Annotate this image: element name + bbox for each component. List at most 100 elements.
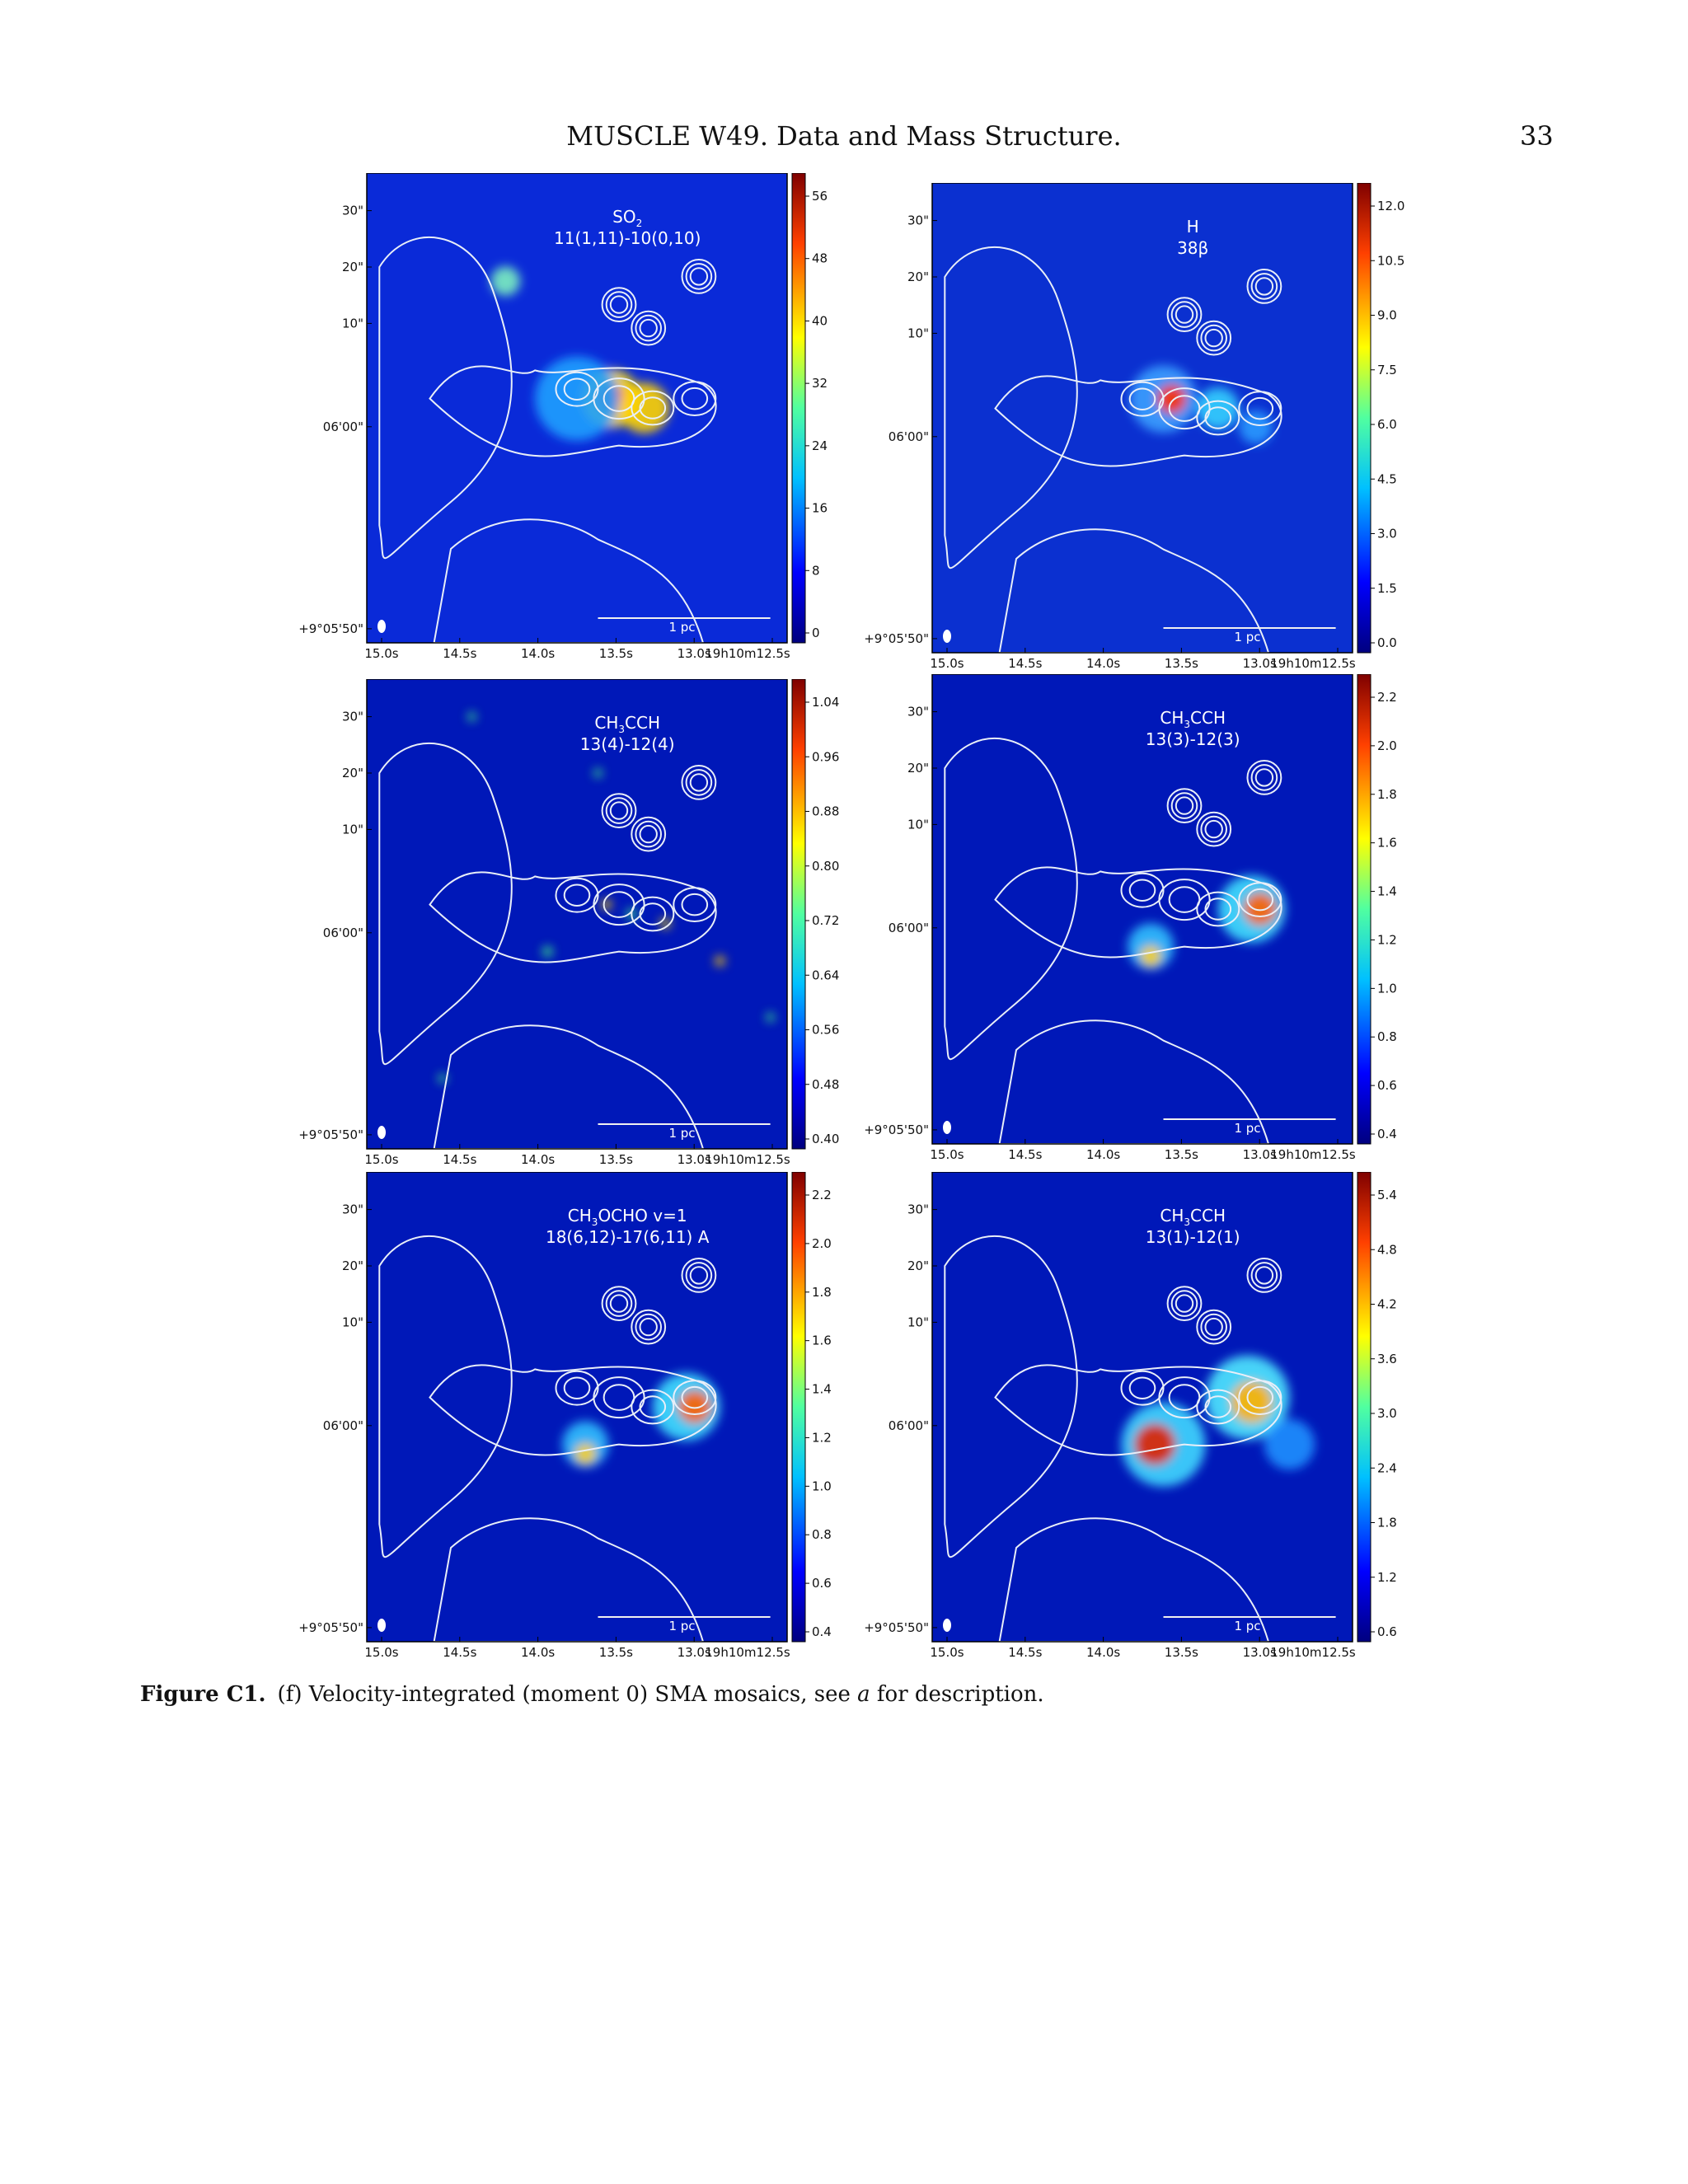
ra-tick-label: 13.0s: [678, 646, 711, 661]
transition-species: CH3CCH: [1160, 1206, 1226, 1228]
ra-tick-label: 13.0s: [678, 1152, 711, 1167]
ra-tick-label: 14.5s: [443, 1152, 476, 1167]
beam-ellipse: [377, 1126, 386, 1139]
colorbar-tick-label: 1.6: [1377, 836, 1397, 851]
colorbar-tick-label: 0.80: [812, 859, 839, 874]
colorbar-tick-label: 7.5: [1377, 363, 1397, 377]
beam-ellipse: [943, 630, 951, 643]
ra-tick-label: 14.5s: [1008, 1645, 1042, 1660]
colorbar-tick-label: 1.5: [1377, 581, 1397, 596]
colorbar-tick-label: 2.2: [1377, 690, 1397, 705]
dec-tick-label: 20": [907, 1258, 929, 1273]
ra-tick-label: 13.5s: [599, 1645, 633, 1660]
emission-peaks: [1121, 1355, 1315, 1487]
colorbar-tick-label: 0.72: [812, 913, 839, 928]
ra-tick-label: 19h10m12.5s: [705, 1645, 790, 1660]
colorbar-tick-label: 3.0: [1377, 1406, 1397, 1421]
scale-bar-label: 1 pc: [1234, 1121, 1260, 1136]
page-number: 33: [1520, 120, 1554, 152]
scale-bar-label: 1 pc: [1234, 630, 1260, 644]
colorbar-tick-label: 16: [812, 501, 828, 516]
transition-quantum-numbers: 13(4)-12(4): [580, 734, 675, 754]
map-panel-4: 1 pc CH3CCH 13(3)-12(3) 2.2 2.0 1.8 1.6 1.4 1.2 1…: [862, 673, 1439, 1172]
contours: [378, 1235, 717, 1643]
contours: [378, 237, 717, 644]
dec-tick-label: 30": [342, 204, 363, 218]
map-panel-svg: 1 pcSO211(1,11)-10(0,10)5648403224168015…: [298, 172, 828, 661]
dec-tick-label: 06'00": [323, 1418, 363, 1433]
colorbar: [791, 1171, 806, 1643]
ra-tick-label: 13.5s: [1165, 656, 1198, 671]
emission-peaks: [490, 266, 670, 441]
beam-ellipse: [377, 620, 386, 633]
ra-tick-label: 14.0s: [521, 646, 555, 661]
colorbar-tick-label: 8: [812, 563, 820, 578]
colorbar-tick-label: 0.96: [812, 749, 839, 764]
dec-tick-label: +9°05'50": [864, 1620, 929, 1635]
colorbar-tick-label: 9.0: [1377, 308, 1397, 323]
transition-species: CH3OCHO v=1: [568, 1206, 687, 1228]
colorbar-tick-label: 1.0: [1377, 981, 1397, 996]
scale-bar-label: 1 pc: [1234, 1619, 1260, 1633]
colorbar-tick-label: 5.4: [1377, 1188, 1397, 1202]
dec-tick-label: 06'00": [889, 921, 929, 935]
colorbar-tick-label: 3.0: [1377, 527, 1397, 541]
colorbar-tick-label: 0: [812, 626, 820, 640]
ra-tick-label: 13.0s: [1243, 1645, 1277, 1660]
ra-tick-label: 19h10m12.5s: [1270, 1147, 1356, 1162]
transition-quantum-numbers: 13(3)-12(3): [1146, 729, 1240, 749]
ra-tick-label: 15.0s: [364, 646, 398, 661]
dec-tick-label: 30": [907, 705, 929, 719]
ra-tick-label: 14.0s: [521, 1645, 555, 1660]
ra-tick-label: 19h10m12.5s: [705, 646, 790, 661]
colorbar-tick-label: 6.0: [1377, 417, 1397, 432]
beam-ellipse: [377, 1619, 386, 1632]
ra-tick-label: 14.0s: [1086, 1645, 1120, 1660]
colorbar-tick-label: 1.4: [812, 1382, 832, 1397]
transition-species: CH3CCH: [594, 713, 660, 735]
beam-ellipse: [943, 1121, 951, 1134]
colorbar: [1357, 1171, 1372, 1643]
dec-tick-label: +9°05'50": [298, 621, 363, 636]
dec-tick-label: 10": [907, 326, 929, 340]
ra-tick-label: 13.5s: [1165, 1645, 1198, 1660]
map-panel-2: 1 pc H 38β 12.0 10.5 9.0 7.5 6.0 4.5 3.0 1.5 0.0 15.…: [862, 182, 1439, 681]
dec-tick-label: 10": [907, 1315, 929, 1329]
colorbar-tick-label: 2.0: [812, 1236, 832, 1251]
colorbar-tick-label: 3.6: [1377, 1352, 1397, 1366]
dec-tick-label: 30": [907, 213, 929, 228]
colorbar-tick-label: 0.64: [812, 968, 839, 982]
contours: [944, 1235, 1282, 1643]
ra-tick-label: 15.0s: [930, 1645, 964, 1660]
colorbar-tick-label: 1.4: [1377, 884, 1397, 899]
ra-tick-label: 15.0s: [364, 1645, 398, 1660]
transition-species: CH3CCH: [1160, 708, 1226, 730]
figure-caption: Figure C1. (f) Velocity-integrated (momen…: [140, 1681, 1558, 1709]
colorbar-tick-label: 48: [812, 251, 828, 266]
colorbar-tick-label: 1.04: [812, 695, 839, 710]
dec-tick-label: +9°05'50": [298, 1620, 363, 1635]
dec-tick-label: +9°05'50": [864, 1122, 929, 1137]
scale-bar-label: 1 pc: [668, 620, 695, 635]
emission-peaks: [562, 1373, 720, 1468]
dec-tick-label: +9°05'50": [298, 1127, 363, 1142]
ra-tick-label: 13.5s: [599, 1152, 633, 1167]
ra-tick-label: 19h10m12.5s: [1270, 1645, 1356, 1660]
colorbar-tick-label: 0.6: [1377, 1078, 1397, 1093]
ra-tick-label: 14.5s: [1008, 1147, 1042, 1162]
dec-tick-label: 20": [907, 269, 929, 284]
ra-tick-label: 14.5s: [443, 646, 476, 661]
transition-quantum-numbers: 38β: [1177, 238, 1208, 258]
ra-tick-label: 13.0s: [678, 1645, 711, 1660]
colorbar-tick-label: 4.8: [1377, 1242, 1397, 1257]
colorbar-tick-label: 1.2: [1377, 1570, 1397, 1585]
map-panel-3: 1 pc CH3CCH 13(4)-12(4) 1.04 0.96 0.88 0.80 0.7…: [297, 678, 874, 1177]
contours: [944, 246, 1282, 654]
caption-text: (f) Velocity-integrated (moment 0) SMA m…: [277, 1682, 858, 1707]
running-title: MUSCLE W49. Data and Mass Structure.: [566, 120, 1122, 152]
colorbar-tick-label: 0.0: [1377, 635, 1397, 650]
ra-tick-label: 15.0s: [364, 1152, 398, 1167]
